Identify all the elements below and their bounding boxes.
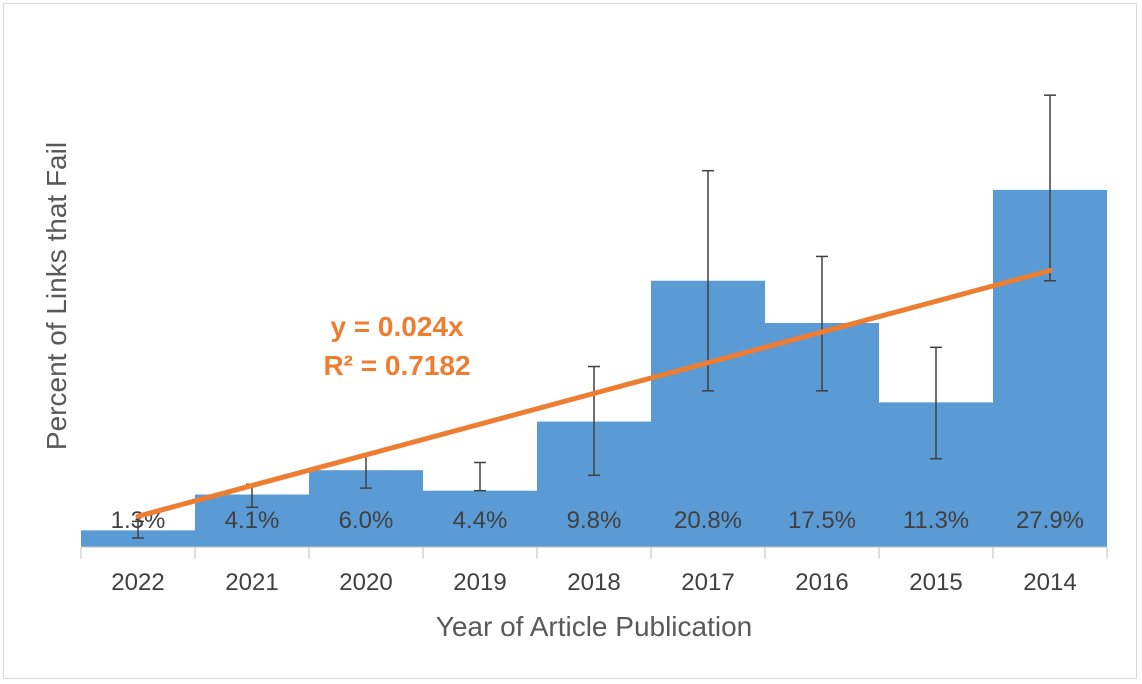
data-labels: 1.3% 4.1% 6.0% 4.4% 9.8% 20.8% 17.5% 11.3% 27.9%	[111, 507, 1084, 534]
chart-frame	[3, 3, 1137, 679]
x-tick-label-2019: 2019	[453, 569, 506, 596]
x-tick-label-2018: 2018	[567, 569, 620, 596]
trendline	[135, 268, 1053, 519]
x-tick-label-2020: 2020	[339, 569, 392, 596]
x-tick-marks	[80, 547, 1108, 559]
x-tick-label-2016: 2016	[795, 569, 848, 596]
x-tick-label-2015: 2015	[909, 569, 962, 596]
data-label-2020: 6.0%	[339, 507, 394, 534]
data-label-2019: 4.4%	[453, 507, 508, 534]
x-tick-label-2014: 2014	[1023, 569, 1076, 596]
trendline-equation: y = 0.024x	[330, 311, 464, 342]
data-label-2014: 27.9%	[1016, 507, 1084, 534]
y-axis-title: Percent of Links that Fail	[41, 142, 72, 450]
x-tick-label-2022: 2022	[111, 569, 164, 596]
x-tick-labels: 2022 2021 2020 2019 2018 2017 2016 2015 2014	[111, 569, 1076, 596]
x-axis-title: Year of Article Publication	[436, 611, 753, 642]
data-label-2017: 20.8%	[674, 507, 742, 534]
data-label-2021: 4.1%	[225, 507, 280, 534]
data-label-2015: 11.3%	[903, 507, 969, 534]
x-tick-label-2017: 2017	[681, 569, 734, 596]
x-tick-label-2021: 2021	[225, 569, 278, 596]
bars-group	[81, 189, 1107, 547]
data-label-2018: 9.8%	[567, 507, 622, 534]
bar-2019	[423, 490, 537, 547]
trendline-r2: R² = 0.7182	[323, 350, 470, 381]
data-label-2016: 17.5%	[788, 507, 856, 534]
